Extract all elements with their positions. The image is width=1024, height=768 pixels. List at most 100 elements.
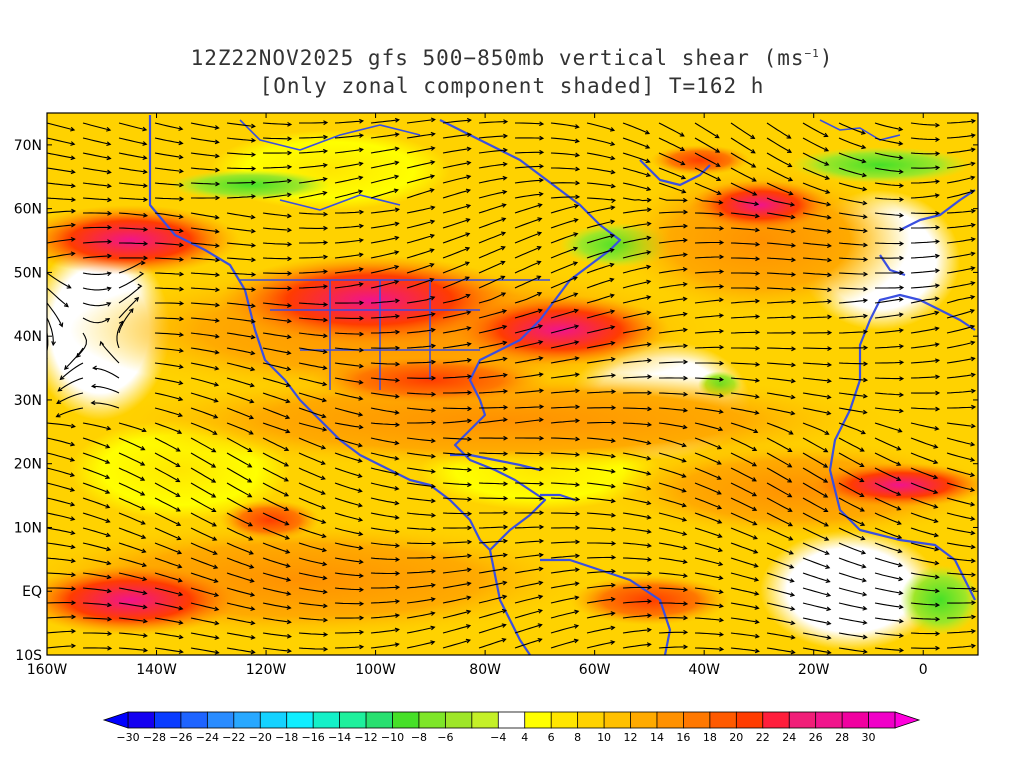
streamline-arrowhead [322, 190, 328, 196]
streamline-arrowhead [249, 578, 255, 583]
streamline-arrowhead [823, 522, 829, 527]
streamline-arrowhead [70, 544, 76, 550]
streamline-arrowhead [898, 297, 904, 302]
streamline [262, 437, 289, 451]
streamline-arrowhead [754, 648, 760, 654]
streamline-arrowhead [933, 532, 940, 538]
streamline-arrowhead [574, 388, 581, 394]
streamline-arrowhead [970, 294, 976, 300]
streamline [730, 422, 758, 433]
streamline [586, 358, 615, 364]
streamline [298, 212, 328, 215]
streamline [730, 617, 759, 623]
streamline [442, 294, 470, 304]
streamline [694, 227, 724, 229]
streamline-arrowhead [573, 218, 579, 223]
streamline-arrowhead [37, 370, 40, 374]
streamline-arrowhead [934, 546, 940, 552]
streamline-arrowhead [118, 320, 124, 326]
streamline-arrowhead [863, 257, 869, 262]
streamline [118, 212, 147, 217]
streamline [946, 630, 975, 634]
streamline-arrowhead [899, 183, 905, 188]
streamline [550, 541, 579, 544]
streamline [586, 278, 614, 289]
streamline [334, 407, 363, 416]
lat-tick-label: 50N [14, 265, 42, 281]
streamline [730, 527, 758, 540]
streamline-arrowhead [791, 272, 797, 277]
streamline-arrowhead [934, 326, 940, 332]
streamline [442, 568, 471, 574]
chart-title-line2: [Only zonal component shaded] T=162 h [259, 74, 765, 98]
streamline-arrowhead [178, 154, 184, 160]
streamline [586, 497, 615, 502]
streamline [154, 122, 183, 130]
streamline-arrowhead [719, 225, 725, 231]
streamline [766, 572, 794, 582]
streamline-arrowhead [862, 214, 868, 220]
streamline [514, 624, 542, 634]
streamline-arrowhead [503, 451, 509, 457]
streamline-arrowhead [286, 318, 292, 324]
streamline [586, 556, 616, 559]
streamline [118, 137, 147, 145]
streamline [262, 452, 289, 467]
streamline [730, 122, 755, 139]
streamline-arrowhead [718, 313, 725, 318]
streamline-arrowhead [861, 144, 867, 150]
streamline-arrowhead [430, 327, 436, 333]
streamline [874, 392, 903, 396]
streamline-arrowhead [431, 375, 437, 381]
streamline-arrowhead [646, 186, 652, 192]
streamline [406, 175, 435, 184]
streamline [658, 407, 687, 412]
streamline-arrowhead [429, 233, 435, 239]
streamline [874, 313, 903, 319]
coastline-scandinavia [819, 119, 901, 141]
streamline [838, 527, 865, 540]
streamline [406, 452, 435, 458]
streamline-arrowhead [791, 287, 797, 292]
streamline-arrowhead [321, 413, 327, 419]
streamline [370, 119, 399, 124]
streamline-arrowhead [933, 444, 939, 449]
streamline-arrowhead [537, 637, 543, 643]
streamline-arrowhead [70, 441, 76, 447]
streamline-arrowhead [538, 566, 544, 572]
streamline-arrowhead [287, 256, 293, 262]
streamline-arrowhead [611, 555, 617, 560]
streamline [766, 392, 795, 399]
streamline [154, 242, 183, 246]
streamline [838, 197, 867, 205]
streamline-arrowhead [142, 647, 149, 653]
streamline-arrowhead [536, 260, 542, 266]
streamline-arrowhead [934, 425, 940, 431]
streamline [478, 374, 507, 379]
streamline [802, 527, 829, 541]
colorbar-label: −4 [490, 731, 506, 744]
streamline-arrowhead [898, 312, 904, 318]
streamline [334, 646, 364, 649]
streamline-arrowhead [970, 643, 977, 649]
streamline [946, 210, 975, 214]
streamline-arrowhead [538, 177, 544, 183]
streamline [226, 602, 255, 610]
streamline [730, 331, 759, 334]
streamline [946, 120, 975, 124]
streamline-arrowhead [970, 324, 976, 330]
streamline [82, 497, 110, 509]
streamline-arrowhead [861, 172, 868, 178]
streamline [262, 407, 290, 419]
streamline-arrowhead [502, 356, 508, 362]
streamline [298, 587, 327, 593]
streamline-arrowhead [611, 198, 617, 204]
streamline-arrowhead [791, 314, 797, 320]
streamline [874, 152, 903, 159]
streamline [838, 617, 867, 624]
streamline [694, 241, 724, 244]
streamline [406, 206, 435, 214]
streamline-arrowhead [322, 333, 328, 339]
streamline [550, 196, 579, 199]
streamline-arrowhead [500, 246, 506, 251]
